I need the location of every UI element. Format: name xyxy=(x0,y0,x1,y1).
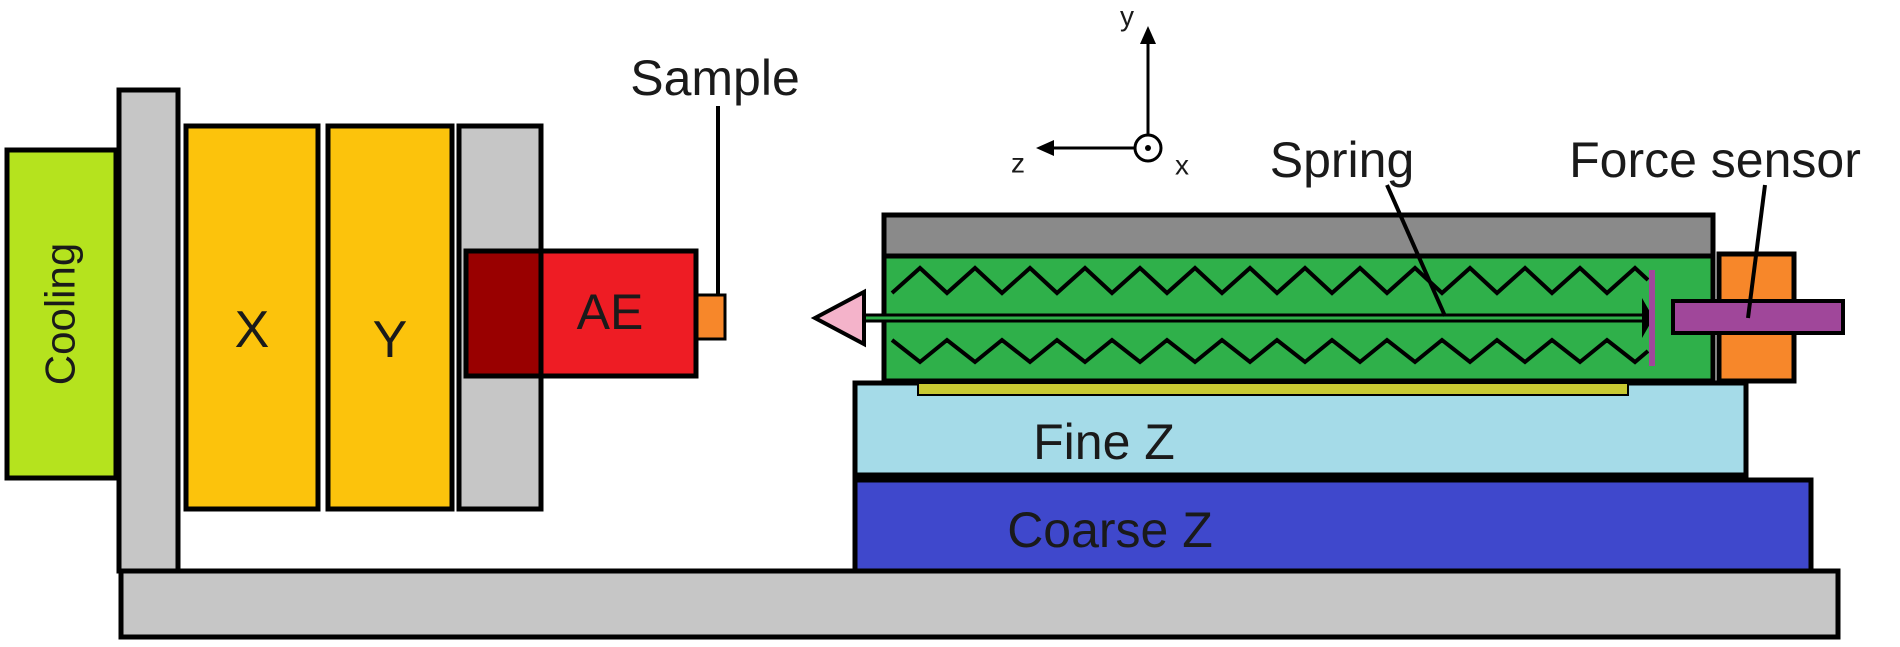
ae-sensor xyxy=(538,248,699,379)
x-stage-label: X xyxy=(235,301,270,359)
ae-mount xyxy=(463,248,544,379)
cooling-block xyxy=(4,147,119,481)
axis-x-label: x xyxy=(1175,150,1189,181)
support-plate xyxy=(116,87,181,574)
fine-z-label: Fine Z xyxy=(1033,414,1175,470)
spring-label: Spring xyxy=(1270,132,1415,188)
probe-rod xyxy=(860,313,1646,323)
spring-leader-line xyxy=(1385,184,1447,317)
housing-top-plate xyxy=(881,212,1716,259)
fine-z-pad xyxy=(917,382,1629,396)
y-stage xyxy=(325,123,455,512)
axis-y-label: y xyxy=(1120,1,1134,32)
fine-z-stage xyxy=(852,380,1749,478)
sensor-rod xyxy=(1671,299,1845,335)
coarse-z-label: Coarse Z xyxy=(1007,502,1213,558)
coarse-z-stage xyxy=(852,477,1814,574)
axis-z-label: z xyxy=(1011,148,1025,179)
ae-label: AE xyxy=(577,284,644,340)
spring-lower xyxy=(890,337,1650,365)
force-sensor-label: Force sensor xyxy=(1569,132,1861,188)
spring-upper xyxy=(890,265,1650,296)
indenter-tip xyxy=(810,288,866,348)
rod-end-plate xyxy=(1642,298,1650,338)
coordinate-axes xyxy=(1036,26,1163,163)
y-stage-label: Y xyxy=(373,311,408,369)
sample-label: Sample xyxy=(630,50,800,106)
sample xyxy=(695,293,727,341)
x-stage xyxy=(183,123,321,512)
base-plate xyxy=(118,568,1841,640)
cooling-label: Cooling xyxy=(37,243,84,385)
force-sensor-leader-line xyxy=(1746,184,1767,319)
